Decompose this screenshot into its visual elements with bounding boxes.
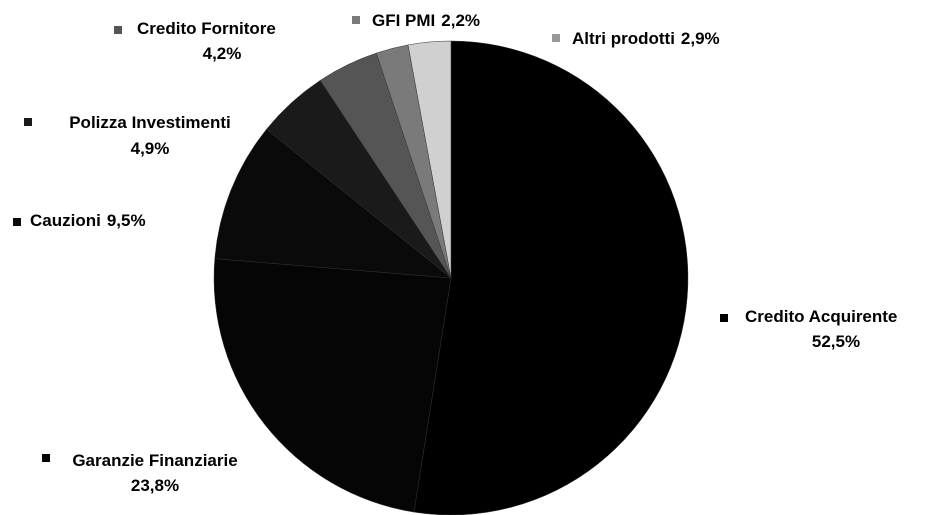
- label-value: 2,9%: [681, 29, 720, 48]
- label-name: Cauzioni: [30, 211, 101, 230]
- pie-slice: [413, 40, 689, 515]
- slice-label: Credito Acquirente: [745, 307, 897, 326]
- slice-label: 4,2%: [203, 44, 242, 63]
- legend-swatch: [720, 314, 728, 322]
- slice-label: 52,5%: [812, 332, 860, 351]
- legend-swatch: [114, 26, 122, 34]
- slice-label: Credito Fornitore: [137, 19, 276, 38]
- pie-slice: [213, 258, 452, 513]
- label-value: 4,2%: [203, 44, 242, 63]
- slice-label: Garanzie Finanziarie: [72, 451, 237, 470]
- label-value: 2,2%: [441, 11, 480, 30]
- legend-swatch: [552, 34, 560, 42]
- slice-label: Altri prodotti 2,9%: [572, 29, 720, 48]
- slice-label: Cauzioni 9,5%: [30, 211, 146, 230]
- pie-slice: [407, 40, 452, 279]
- slice-label: 23,8%: [131, 476, 179, 495]
- legend-swatch: [24, 118, 32, 126]
- pie-slice: [214, 128, 452, 279]
- label-name: Credito Fornitore: [137, 19, 276, 38]
- label-value: 4,9%: [131, 139, 170, 158]
- label-name: Altri prodotti: [572, 29, 675, 48]
- label-value: 52,5%: [812, 332, 860, 351]
- label-name: Credito Acquirente: [745, 307, 897, 326]
- label-value: 9,5%: [107, 211, 146, 230]
- slice-label: GFI PMI 2,2%: [372, 11, 480, 30]
- slice-label: 4,9%: [131, 139, 170, 158]
- legend-swatch: [42, 454, 50, 462]
- slice-label: Polizza Investimenti: [69, 113, 231, 132]
- legend-swatch: [13, 218, 21, 226]
- legend-swatch: [352, 16, 360, 24]
- label-name: GFI PMI: [372, 11, 435, 30]
- label-name: Garanzie Finanziarie: [72, 451, 237, 470]
- label-value: 23,8%: [131, 476, 179, 495]
- label-name: Polizza Investimenti: [69, 113, 231, 132]
